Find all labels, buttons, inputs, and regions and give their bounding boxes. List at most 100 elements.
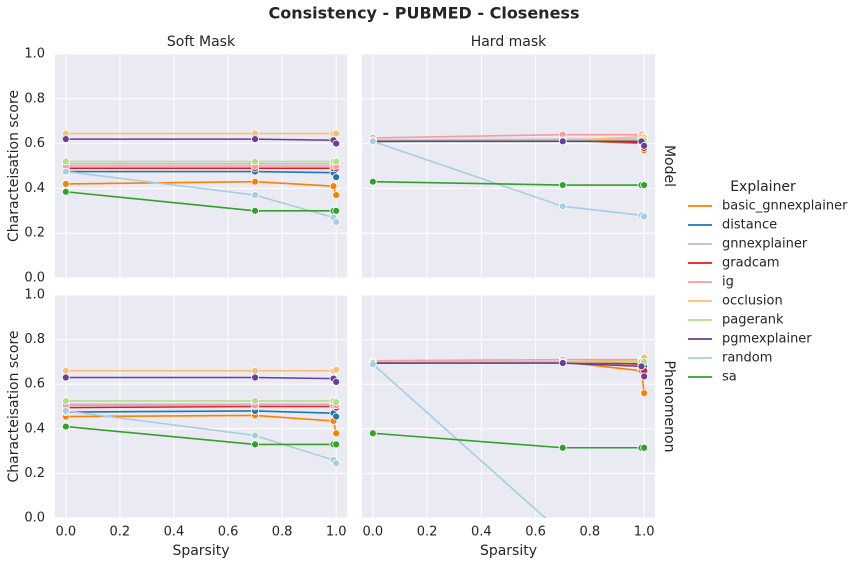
point	[332, 218, 341, 226]
series-line	[372, 362, 645, 377]
series-group	[368, 130, 649, 221]
point	[251, 373, 259, 382]
series-line	[372, 363, 547, 518]
x-tick-label: 0.4	[471, 525, 492, 540]
point	[61, 373, 70, 382]
point	[61, 157, 70, 166]
series-group	[61, 365, 341, 468]
point	[61, 397, 70, 405]
point	[61, 366, 70, 375]
x-tick-label: 0.0	[55, 525, 76, 540]
y-tick-label: 1.0	[24, 288, 45, 303]
point	[332, 412, 341, 421]
point	[558, 359, 567, 367]
x-tick-label: 0.4	[164, 525, 185, 540]
y-tick-label: 0.0	[24, 511, 45, 526]
point	[61, 167, 70, 176]
legend-label: pagerank	[722, 313, 784, 328]
point	[61, 422, 70, 431]
x-tick-label: 1.0	[634, 525, 655, 540]
point	[368, 360, 377, 369]
series-line	[65, 414, 337, 434]
plot-background	[362, 295, 655, 518]
x-tick-label: 0.2	[417, 525, 438, 540]
x-tick-label: 0.8	[272, 525, 293, 540]
point	[558, 137, 567, 146]
legend-label: basic_gnnexplainer	[722, 199, 848, 214]
point	[558, 443, 567, 452]
y-tick-label: 0.8	[24, 91, 45, 106]
y-tick-label: 0.8	[24, 332, 45, 347]
point	[640, 443, 649, 452]
point	[332, 157, 341, 166]
legend-label: pgmexplainer	[722, 332, 812, 347]
series-group	[368, 353, 649, 537]
point	[332, 459, 341, 468]
point	[332, 378, 341, 386]
point	[332, 440, 341, 449]
facet-title: Hard mask	[471, 34, 547, 50]
point	[61, 407, 70, 415]
point	[559, 530, 566, 537]
point	[332, 139, 341, 148]
series-group	[61, 129, 341, 226]
legend-label: distance	[722, 218, 777, 233]
point	[332, 365, 341, 374]
row-label: Model	[661, 145, 677, 187]
legend-label: sa	[722, 370, 737, 385]
legend-label: ig	[722, 275, 734, 290]
point	[61, 180, 70, 188]
x-axis-label: Sparsity	[480, 543, 537, 559]
point	[329, 182, 338, 191]
legend-title: Explainer	[730, 179, 796, 195]
x-tick-label: 0.2	[110, 525, 131, 540]
row-label: Phenomenon	[661, 361, 677, 453]
point	[251, 135, 259, 144]
legend-label: occlusion	[722, 294, 783, 309]
y-tick-label: 0.2	[24, 466, 45, 481]
point	[640, 212, 649, 221]
y-tick-label: 1.0	[24, 47, 45, 62]
point	[368, 429, 377, 438]
legend-label: random	[722, 351, 772, 366]
point	[368, 137, 377, 146]
point	[251, 431, 259, 440]
point	[332, 191, 341, 200]
point	[640, 372, 649, 381]
point	[332, 173, 341, 182]
point	[332, 398, 341, 406]
y-axis-label: Characteisation score	[6, 90, 22, 242]
point	[251, 157, 259, 166]
point	[368, 177, 377, 186]
x-tick-label: 1.0	[326, 525, 347, 540]
y-tick-label: 0.4	[24, 181, 45, 196]
point	[251, 177, 259, 186]
point	[640, 141, 649, 150]
x-tick-label: 0.8	[580, 525, 601, 540]
point	[332, 129, 341, 138]
legend-label: gradcam	[722, 256, 780, 271]
x-tick-label: 0.6	[525, 525, 546, 540]
point	[251, 206, 259, 215]
y-axis-label: Characteisation score	[6, 330, 22, 482]
point	[61, 187, 70, 196]
y-tick-label: 0.2	[24, 226, 45, 241]
legend-label: gnnexplainer	[722, 237, 808, 252]
x-tick-label: 0.0	[363, 525, 384, 540]
y-tick-label: 0.6	[24, 136, 45, 151]
point	[558, 202, 567, 211]
y-tick-label: 0.6	[24, 377, 45, 392]
figure-title: Consistency - PUBMED - Closeness	[269, 4, 580, 23]
y-tick-label: 0.4	[24, 421, 45, 436]
point	[61, 135, 70, 144]
point	[637, 362, 646, 371]
plot-background	[362, 54, 655, 278]
y-tick-label: 0.0	[24, 271, 45, 286]
point	[251, 191, 259, 200]
point	[251, 397, 259, 405]
x-axis-label: Sparsity	[172, 543, 229, 559]
point	[640, 181, 649, 189]
point	[332, 429, 341, 438]
